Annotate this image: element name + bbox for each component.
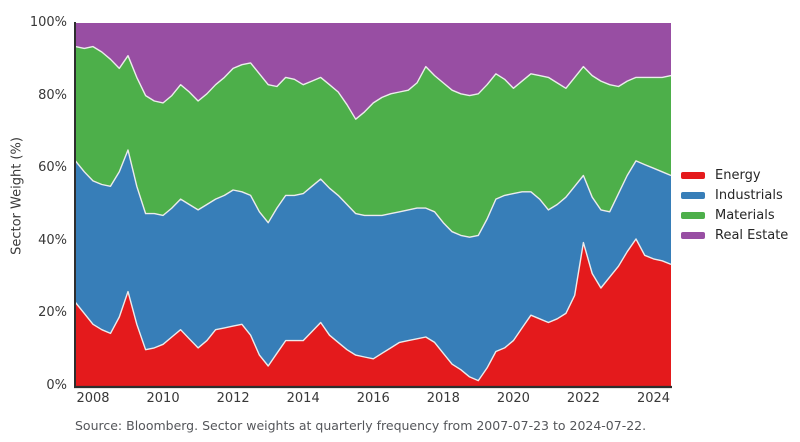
- area-boundary: [75, 45, 672, 120]
- x-tick-label: 2020: [496, 391, 530, 406]
- area-real-estate: [75, 23, 671, 120]
- legend-swatch-energy: [681, 171, 705, 179]
- y-tick-label: 80%: [38, 87, 67, 103]
- y-tick-label: 20%: [38, 305, 67, 321]
- legend-swatch-materials: [681, 211, 705, 219]
- x-tick-label: 2024: [636, 391, 671, 406]
- source-note: Source: Bloomberg. Sector weights at qua…: [75, 418, 647, 433]
- area-energy: [75, 239, 671, 386]
- legend-item-materials: Materials: [681, 205, 788, 225]
- legend-swatch-industrials: [681, 191, 705, 199]
- legend-item-energy: Energy: [681, 165, 788, 185]
- x-tick-label: 2018: [426, 391, 460, 406]
- area-boundary: [74, 238, 672, 382]
- legend: Energy Industrials Materials Real Estate: [681, 165, 788, 245]
- x-tick-label: 2022: [566, 391, 600, 406]
- legend-item-industrials: Industrials: [681, 185, 788, 205]
- x-tick-label: 2008: [76, 391, 110, 406]
- legend-label-real-estate: Real Estate: [715, 227, 789, 243]
- area-boundary: [74, 149, 672, 238]
- y-tick-label: 60%: [38, 160, 67, 176]
- y-tick-label: 40%: [38, 232, 67, 248]
- legend-item-real-estate: Real Estate: [681, 225, 788, 245]
- x-tick-label: 2016: [356, 391, 390, 406]
- area-materials: [75, 46, 671, 238]
- legend-label-materials: Materials: [715, 207, 775, 223]
- y-tick-label: 100%: [29, 15, 67, 30]
- legend-label-energy: Energy: [715, 167, 761, 183]
- legend-swatch-real-estate: [681, 231, 705, 239]
- x-tick-label: 2010: [146, 391, 180, 406]
- x-tick-label: 2014: [286, 391, 320, 406]
- y-tick-label: 0%: [46, 378, 67, 393]
- x-tick-label: 2012: [216, 391, 250, 406]
- area-industrials: [75, 150, 671, 381]
- legend-label-industrials: Industrials: [715, 187, 783, 203]
